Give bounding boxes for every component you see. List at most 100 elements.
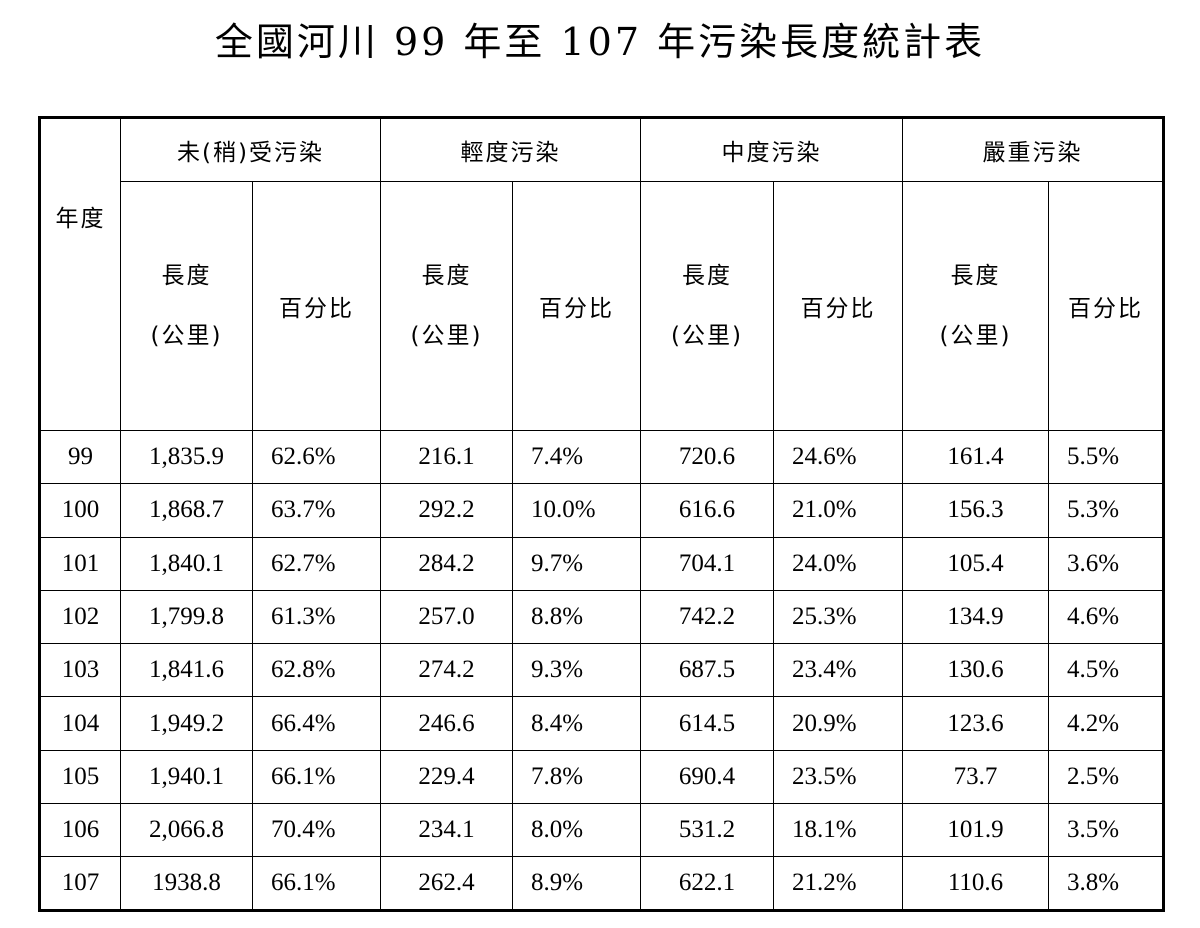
severe-percent-cell: 4.2% bbox=[1048, 696, 1165, 751]
light-percent-cell: 8.0% bbox=[512, 803, 642, 858]
light-percent-cell: 8.4% bbox=[512, 696, 642, 751]
year-cell: 101 bbox=[39, 536, 121, 591]
group-header-row: 年度 未(稍)受污染 輕度污染 中度污染 嚴重污染 bbox=[39, 117, 1165, 431]
percent-header: 百分比 bbox=[773, 181, 904, 431]
year-cell: 103 bbox=[39, 643, 121, 698]
table-row: 99 1,835.9 62.6% 216.1 7.4% 720.6 24.6% 161.4 5.… bbox=[39, 429, 1165, 485]
moderate-length-cell: 720.6 bbox=[640, 429, 775, 485]
severe-percent-cell: 3.6% bbox=[1048, 536, 1165, 591]
severe-length-cell: 101.9 bbox=[902, 803, 1050, 858]
unpolluted-percent-cell: 66.1% bbox=[251, 856, 382, 911]
percent-header: 百分比 bbox=[1048, 181, 1165, 431]
length-header-line2: (公里) bbox=[939, 323, 1012, 349]
unpolluted-length-cell: 1,841.6 bbox=[120, 643, 253, 698]
moderate-percent-cell: 20.9% bbox=[773, 696, 904, 751]
length-header-line1: 長度 bbox=[682, 263, 733, 289]
length-header-line1: 長度 bbox=[421, 263, 472, 289]
severe-percent-cell: 4.5% bbox=[1048, 643, 1165, 698]
year-header-label: 年度 bbox=[55, 206, 106, 232]
severe-percent-cell: 3.8% bbox=[1048, 856, 1165, 911]
unpolluted-length-cell: 1,949.2 bbox=[120, 696, 253, 751]
moderate-length-cell: 690.4 bbox=[640, 749, 775, 805]
moderate-length-cell: 614.5 bbox=[640, 696, 775, 751]
year-cell: 105 bbox=[39, 749, 121, 805]
moderate-length-cell: 742.2 bbox=[640, 589, 775, 645]
year-cell: 99 bbox=[39, 429, 121, 485]
unpolluted-length-cell: 1,868.7 bbox=[120, 483, 253, 538]
severe-length-cell: 130.6 bbox=[902, 643, 1050, 698]
unpolluted-length-cell: 1,940.1 bbox=[120, 749, 253, 805]
year-cell: 106 bbox=[39, 803, 121, 858]
table-row: 103 1,841.6 62.8% 274.2 9.3% 687.5 23.4% 130.6 4… bbox=[39, 643, 1165, 698]
percent-header: 百分比 bbox=[512, 181, 642, 431]
table-row: 102 1,799.8 61.3% 257.0 8.8% 742.2 25.3% 134.9 4… bbox=[39, 589, 1165, 645]
severe-length-cell: 156.3 bbox=[902, 483, 1050, 538]
light-percent-cell: 9.7% bbox=[512, 536, 642, 591]
light-length-cell: 257.0 bbox=[380, 589, 514, 645]
sub-header-row: 長度 (公里) 百分比 長度 (公里) 百分比 長度 (公里) 百分比 長度 (… bbox=[40, 181, 1165, 431]
unpolluted-length-cell: 1,840.1 bbox=[120, 536, 253, 591]
light-length-cell: 292.2 bbox=[380, 483, 514, 538]
group-header-severe: 嚴重污染 bbox=[902, 117, 1165, 182]
table-row: 100 1,868.7 63.7% 292.2 10.0% 616.6 21.0% 156.3… bbox=[39, 483, 1165, 538]
severe-percent-cell: 2.5% bbox=[1048, 749, 1165, 805]
light-percent-cell: 8.9% bbox=[512, 856, 642, 911]
unpolluted-percent-cell: 70.4% bbox=[251, 803, 382, 858]
moderate-percent-cell: 24.0% bbox=[773, 536, 904, 591]
unpolluted-percent-cell: 66.1% bbox=[251, 749, 382, 805]
unpolluted-length-cell: 2,066.8 bbox=[120, 803, 253, 858]
page-title: 全國河川 99 年至 107 年污染長度統計表 bbox=[214, 20, 986, 64]
year-header: 年度 bbox=[39, 117, 121, 431]
light-length-cell: 229.4 bbox=[380, 749, 514, 805]
light-percent-cell: 8.8% bbox=[512, 589, 642, 645]
group-header-unpolluted: 未(稍)受污染 bbox=[119, 117, 382, 182]
moderate-percent-cell: 25.3% bbox=[773, 589, 904, 645]
length-header: 長度 (公里) bbox=[640, 181, 775, 431]
length-header: 長度 (公里) bbox=[902, 181, 1050, 431]
length-header: 長度 (公里) bbox=[120, 181, 253, 431]
group-header-moderate: 中度污染 bbox=[640, 117, 904, 182]
light-length-cell: 262.4 bbox=[380, 856, 514, 911]
length-header-line1: 長度 bbox=[950, 263, 1001, 289]
length-header-line2: (公里) bbox=[671, 323, 743, 349]
group-header-light: 輕度污染 bbox=[380, 117, 642, 182]
table-row: 106 2,066.8 70.4% 234.1 8.0% 531.2 18.1% 101.9 3… bbox=[39, 803, 1165, 858]
moderate-percent-cell: 24.6% bbox=[773, 429, 904, 485]
table-row: 104 1,949.2 66.4% 246.6 8.4% 614.5 20.9% 123.6 4… bbox=[39, 696, 1165, 751]
length-header-line2: (公里) bbox=[150, 323, 223, 349]
percent-header: 百分比 bbox=[251, 181, 382, 431]
pollution-length-table: 年度 未(稍)受污染 輕度污染 中度污染 嚴重污染 長度 (公里) 百分比 長度… bbox=[38, 116, 1166, 912]
light-length-cell: 274.2 bbox=[380, 643, 514, 698]
severe-percent-cell: 5.5% bbox=[1048, 429, 1165, 485]
severe-percent-cell: 3.5% bbox=[1048, 803, 1165, 858]
unpolluted-percent-cell: 63.7% bbox=[251, 483, 382, 538]
unpolluted-percent-cell: 61.3% bbox=[251, 589, 382, 645]
length-header: 長度 (公里) bbox=[380, 181, 514, 431]
moderate-percent-cell: 21.0% bbox=[773, 483, 904, 538]
moderate-length-cell: 531.2 bbox=[640, 803, 775, 858]
table-row: 107 1938.8 66.1% 262.4 8.9% 622.1 21.2% 110.6 3.… bbox=[39, 856, 1165, 911]
severe-length-cell: 73.7 bbox=[902, 749, 1050, 805]
severe-percent-cell: 4.6% bbox=[1048, 589, 1165, 645]
unpolluted-percent-cell: 62.6% bbox=[251, 429, 382, 485]
severe-length-cell: 161.4 bbox=[902, 429, 1050, 485]
year-cell: 104 bbox=[39, 696, 121, 751]
table-row: 101 1,840.1 62.7% 284.2 9.7% 704.1 24.0% 105.4 3… bbox=[39, 536, 1165, 591]
moderate-length-cell: 704.1 bbox=[640, 536, 775, 591]
unpolluted-length-cell: 1938.8 bbox=[120, 856, 253, 911]
severe-length-cell: 134.9 bbox=[902, 589, 1050, 645]
moderate-length-cell: 616.6 bbox=[640, 483, 775, 538]
unpolluted-length-cell: 1,799.8 bbox=[120, 589, 253, 645]
severe-percent-cell: 5.3% bbox=[1048, 483, 1165, 538]
length-header-line2: (公里) bbox=[410, 323, 483, 349]
light-length-cell: 284.2 bbox=[380, 536, 514, 591]
light-percent-cell: 7.4% bbox=[512, 429, 642, 485]
table-row: 105 1,940.1 66.1% 229.4 7.8% 690.4 23.5% 73.7 2.… bbox=[39, 749, 1165, 805]
length-header-line1: 長度 bbox=[161, 263, 212, 289]
severe-length-cell: 105.4 bbox=[902, 536, 1050, 591]
moderate-length-cell: 687.5 bbox=[640, 643, 775, 698]
light-percent-cell: 7.8% bbox=[512, 749, 642, 805]
moderate-percent-cell: 18.1% bbox=[773, 803, 904, 858]
light-length-cell: 216.1 bbox=[380, 429, 514, 485]
light-percent-cell: 10.0% bbox=[512, 483, 642, 538]
